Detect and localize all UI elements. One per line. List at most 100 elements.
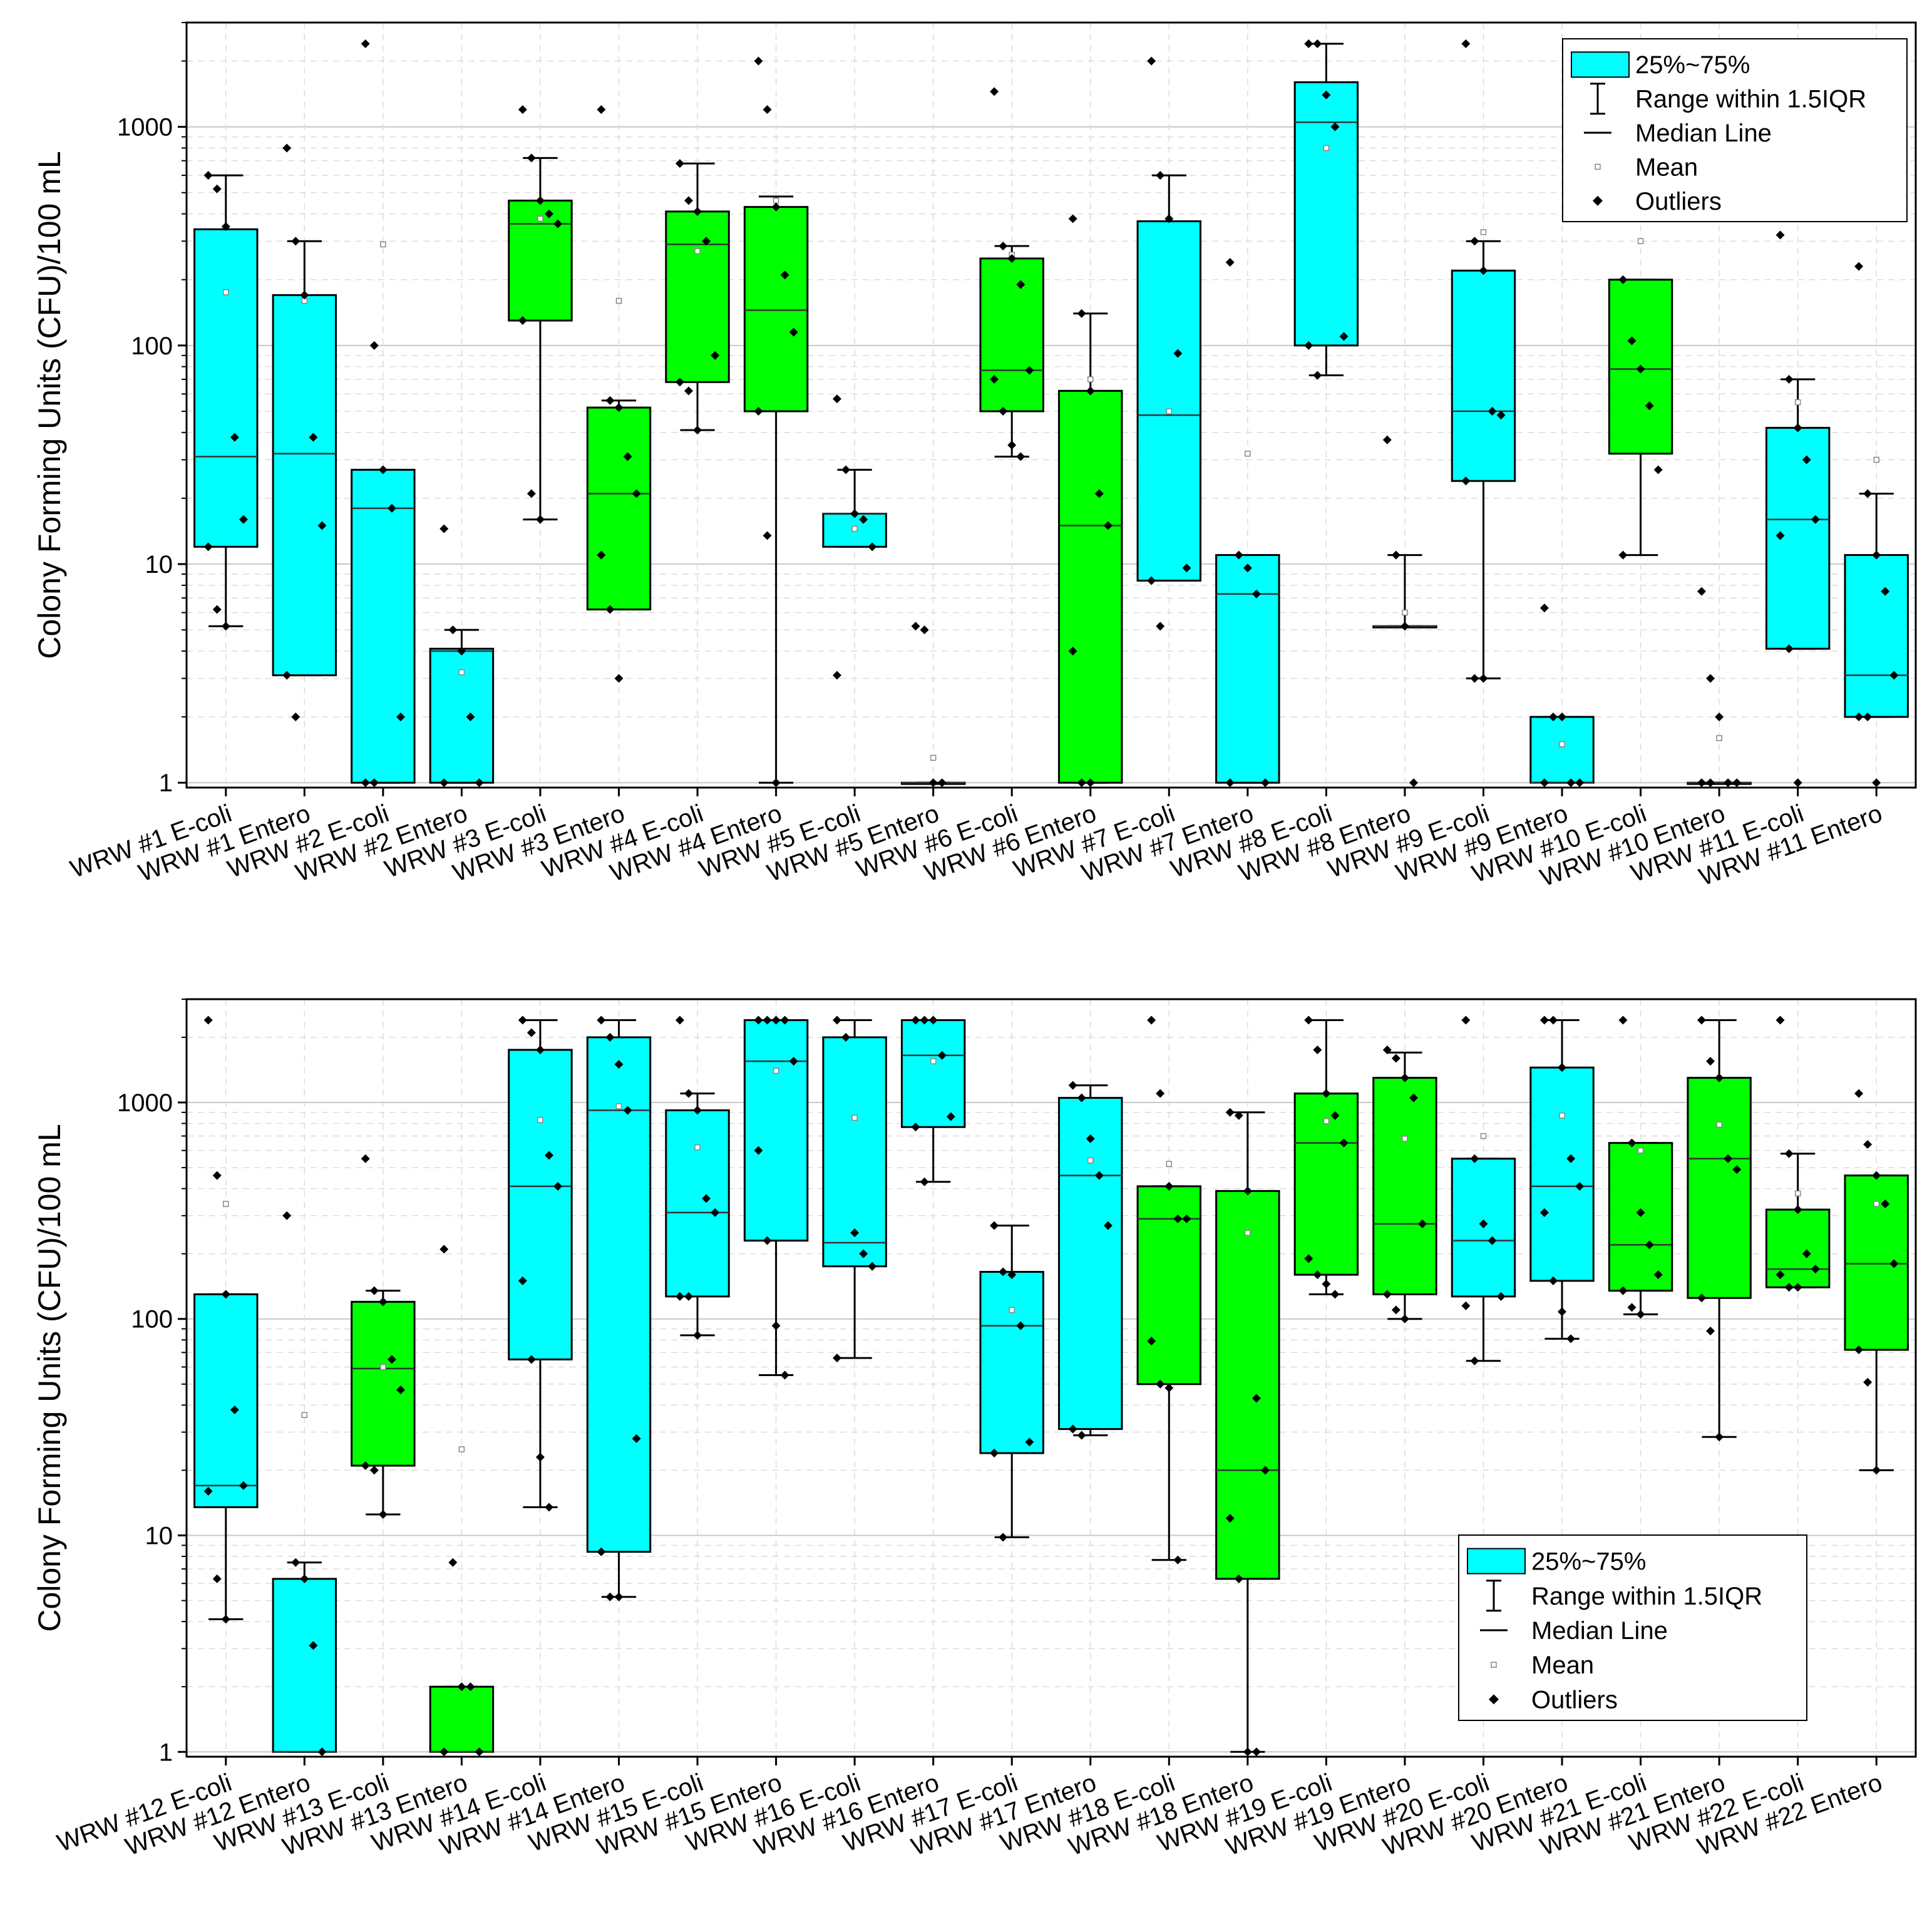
data-point [1470, 1356, 1479, 1365]
data-point [833, 394, 842, 404]
data-point [1653, 1270, 1663, 1280]
data-point [309, 433, 318, 442]
plot-frame [185, 21, 1917, 789]
mean-marker [1637, 1147, 1644, 1154]
data-point [1811, 515, 1820, 524]
data-point [1566, 1334, 1576, 1344]
data-point [1784, 644, 1794, 654]
mean-marker [1873, 456, 1879, 463]
box-4 [429, 524, 495, 788]
data-point [361, 39, 370, 48]
data-point [221, 222, 230, 231]
data-point [439, 524, 449, 533]
data-point [1025, 366, 1034, 375]
box-11 [979, 1221, 1044, 1542]
data-point [623, 452, 632, 461]
data-point [291, 712, 301, 722]
data-point [1164, 1383, 1174, 1392]
data-point [1889, 1259, 1899, 1268]
data-point [675, 1015, 684, 1025]
data-point [763, 531, 772, 540]
data-point [1382, 1045, 1392, 1054]
data-point [1260, 1466, 1270, 1475]
data-point [396, 1385, 405, 1395]
iqr-box [743, 206, 809, 413]
data-point [1724, 778, 1733, 788]
mean-marker [1323, 145, 1330, 152]
box-5 [508, 105, 573, 524]
iqr-box [193, 1293, 259, 1508]
data-point [518, 1276, 527, 1285]
mean-marker [1794, 1190, 1801, 1197]
iqr-box [1293, 81, 1359, 347]
box-18 [1529, 604, 1595, 788]
data-point [999, 1533, 1008, 1542]
data-point [239, 1481, 248, 1490]
data-point [1618, 550, 1628, 560]
data-point [1715, 1073, 1724, 1082]
data-point [1618, 1286, 1628, 1295]
data-point [597, 550, 606, 560]
data-point [1409, 778, 1419, 788]
data-point [448, 1558, 458, 1567]
data-point [1173, 1214, 1183, 1223]
data-point [1156, 1379, 1165, 1389]
y-tick-label: 10 [145, 1523, 173, 1550]
data-point [1872, 1466, 1881, 1475]
data-point [711, 351, 720, 360]
iqr-box [900, 1019, 966, 1128]
iqr-box [665, 1109, 730, 1298]
data-point [1488, 1236, 1497, 1245]
data-point [1697, 1015, 1707, 1025]
iqr-box [1451, 269, 1516, 482]
data-point [369, 778, 379, 788]
data-point [1539, 1015, 1549, 1025]
data-point [1147, 56, 1156, 66]
data-point [780, 1370, 789, 1380]
data-point [1086, 778, 1095, 788]
data-point [833, 671, 842, 680]
iqr-box [1058, 389, 1123, 784]
mean-marker [1480, 1133, 1487, 1139]
data-point [1103, 521, 1112, 530]
data-point [535, 1452, 545, 1462]
legend-median-label: Median Line [1531, 1617, 1668, 1645]
mean-marker [1402, 609, 1408, 616]
data-point [1147, 576, 1156, 585]
mean-marker [1716, 735, 1722, 741]
data-point [300, 290, 309, 300]
data-point [203, 171, 213, 180]
mean-marker [694, 248, 701, 254]
mean-marker [851, 1114, 858, 1121]
data-point [1103, 1221, 1112, 1230]
iqr-box [1058, 1097, 1123, 1431]
data-point [291, 237, 301, 246]
data-point [1715, 712, 1724, 722]
data-point [1391, 1054, 1400, 1063]
data-point [361, 1461, 370, 1471]
data-point [1645, 1240, 1654, 1250]
box-19 [1608, 1015, 1673, 1319]
data-point [702, 237, 711, 246]
box-15 [1293, 39, 1359, 380]
data-point [1156, 1089, 1165, 1098]
data-point [387, 503, 396, 513]
data-point [212, 605, 222, 614]
data-point [1025, 1437, 1034, 1447]
mean-marker [223, 1201, 229, 1207]
iqr-box [979, 257, 1044, 413]
data-point [282, 1211, 292, 1220]
data-point [1086, 386, 1095, 396]
data-point [369, 341, 379, 350]
data-point [439, 1747, 449, 1757]
data-point [859, 515, 868, 524]
data-point [1094, 489, 1104, 498]
data-point [518, 105, 527, 114]
legend-median-label: Median Line [1635, 120, 1772, 147]
mean-marker [1166, 1161, 1173, 1167]
legend-box-label: 25%~75% [1635, 51, 1750, 79]
data-point [1811, 1265, 1820, 1274]
data-point [230, 433, 239, 442]
data-point [448, 625, 458, 635]
box-14 [1215, 258, 1280, 788]
